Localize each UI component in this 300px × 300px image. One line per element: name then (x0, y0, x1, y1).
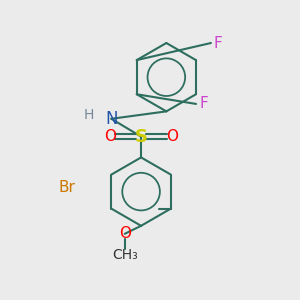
Text: N: N (105, 110, 118, 128)
Text: F: F (214, 35, 223, 50)
Text: S: S (135, 128, 148, 146)
Text: O: O (119, 226, 131, 241)
Text: Br: Br (58, 180, 75, 195)
Text: CH₃: CH₃ (112, 248, 138, 262)
Text: O: O (104, 129, 116, 144)
Text: O: O (166, 129, 178, 144)
Text: F: F (199, 96, 208, 111)
Text: H: H (84, 108, 94, 122)
